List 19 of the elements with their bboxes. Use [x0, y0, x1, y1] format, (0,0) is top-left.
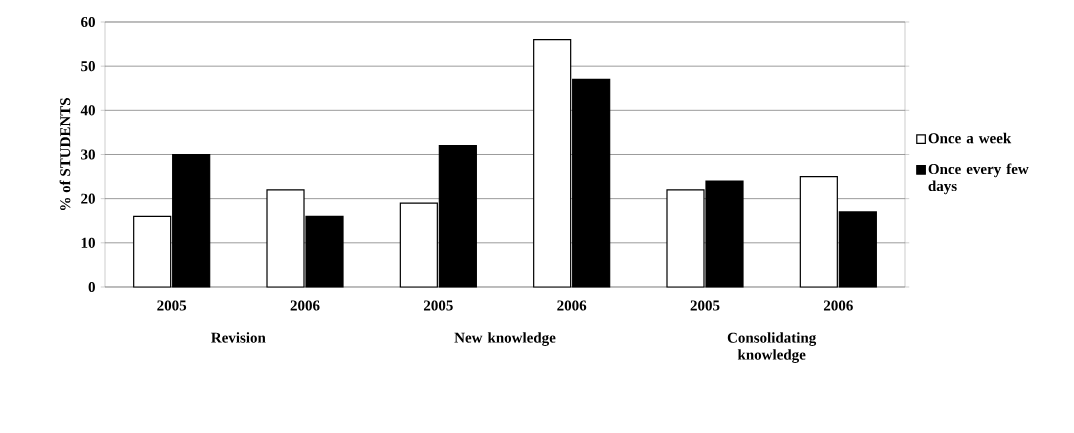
y-tick-label: 30 [81, 149, 95, 160]
text: Revision [211, 332, 266, 343]
x-tick-label: 2006 [290, 300, 320, 311]
x-tick-label: 2006 [557, 300, 587, 311]
x-tick-label: 2005 [423, 300, 453, 311]
text: New knowledge [454, 332, 556, 346]
y-tick-label: 50 [81, 61, 95, 72]
y-tick-label: 60 [81, 16, 95, 28]
y-tick-label: 20 [81, 193, 95, 204]
text: Consolidating knowledge [727, 332, 817, 363]
y-axis-title: % of STUDENTS [59, 98, 71, 211]
x-tick-label: 2005 [157, 300, 187, 311]
legend-label: Once a week [928, 132, 1012, 144]
y-tick-label: 40 [80, 105, 95, 116]
y-tick-label: 10 [81, 237, 95, 248]
x-tick-label: 2005 [690, 300, 720, 311]
x-tick-label: 2006 [823, 300, 853, 311]
legend-label: Once every few days [928, 163, 1029, 195]
y-tick-label: 0 [88, 281, 95, 293]
